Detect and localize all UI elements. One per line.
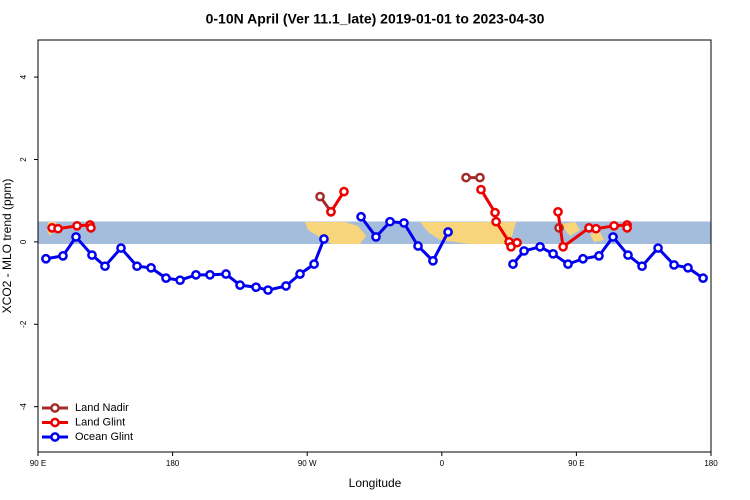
point (371, 232, 381, 242)
point (72, 220, 82, 231)
point (132, 261, 142, 272)
x-tick-label: 180 (704, 459, 718, 468)
point (669, 260, 679, 270)
point (553, 206, 563, 217)
point (326, 206, 336, 217)
point (578, 253, 588, 264)
point (191, 269, 201, 280)
point (609, 220, 619, 231)
point (475, 172, 485, 183)
point (251, 282, 261, 293)
legend-label: Land Glint (75, 416, 125, 428)
point (116, 243, 126, 253)
point (309, 259, 319, 269)
point (205, 269, 215, 280)
point (41, 253, 51, 264)
point (281, 281, 291, 291)
point (221, 269, 231, 279)
point (53, 223, 63, 234)
point (548, 248, 558, 259)
point (399, 218, 409, 228)
point (508, 259, 518, 269)
point (608, 232, 618, 242)
point (491, 216, 501, 227)
x-axis-label: Longitude (349, 476, 402, 490)
y-tick-label: -4 (19, 403, 28, 411)
point (58, 251, 68, 261)
point (319, 234, 329, 244)
point (315, 191, 325, 202)
y-tick-label: 4 (19, 74, 28, 79)
x-tick-label: 0 (440, 459, 445, 468)
point (356, 211, 366, 222)
point (623, 250, 633, 260)
point (443, 227, 453, 237)
chart-title: 0-10N April (Ver 11.1_late) 2019-01-01 t… (206, 11, 545, 27)
point (653, 243, 663, 253)
point (87, 250, 97, 260)
x-tick-label: 90 W (298, 459, 317, 468)
x-tick-label: 90 E (568, 459, 584, 468)
point (339, 186, 349, 197)
point (413, 241, 423, 251)
point (558, 241, 568, 252)
point (591, 223, 601, 234)
point (385, 216, 395, 227)
point (235, 280, 245, 290)
point (71, 232, 81, 242)
y-tick-label: -2 (19, 320, 28, 328)
point (512, 237, 522, 248)
plot-frame (37, 39, 712, 453)
legend-label: Land Nadir (75, 402, 129, 414)
point (146, 262, 156, 273)
point (161, 273, 171, 283)
point (263, 285, 273, 295)
x-tick-label: 90 E (30, 459, 46, 468)
point (535, 241, 545, 252)
point (490, 207, 500, 218)
point (637, 261, 647, 272)
point (698, 273, 708, 283)
point (683, 262, 693, 273)
point (461, 172, 471, 183)
y-axis-label: XCO2 - MLO trend (ppm) (0, 179, 14, 314)
point (86, 223, 96, 233)
legend-marker (50, 403, 60, 413)
series-line (320, 178, 559, 228)
point (476, 184, 486, 195)
point (519, 246, 529, 256)
legend-label: Ocean Glint (75, 431, 133, 443)
y-tick-label: 0 (19, 239, 28, 244)
point (175, 275, 185, 286)
point (295, 269, 305, 279)
legend-marker (50, 432, 60, 442)
point (622, 223, 632, 233)
point (563, 259, 573, 269)
y-tick-label: 2 (19, 157, 28, 162)
legend-marker (50, 417, 60, 428)
point (100, 261, 110, 272)
point (594, 251, 604, 261)
point (428, 255, 438, 266)
x-tick-label: 180 (166, 459, 180, 468)
